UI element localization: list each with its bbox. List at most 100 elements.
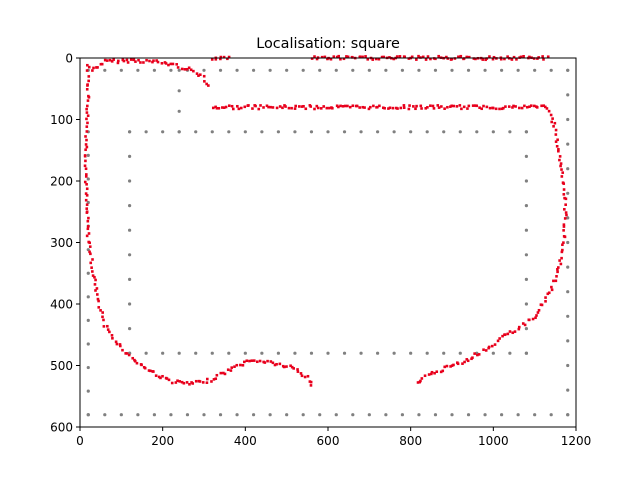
landmark-point bbox=[566, 142, 570, 146]
localisation-point bbox=[345, 55, 348, 58]
localisation-point bbox=[167, 63, 170, 67]
landmark-point bbox=[128, 179, 132, 183]
localisation-point bbox=[83, 164, 87, 168]
landmark-point bbox=[177, 351, 181, 355]
localisation-point bbox=[383, 106, 386, 110]
localisation-point bbox=[297, 105, 301, 108]
landmark-point bbox=[384, 413, 388, 417]
localisation-point bbox=[191, 382, 195, 385]
landmark-point bbox=[318, 413, 322, 417]
localisation-point bbox=[540, 104, 543, 108]
localisation-point bbox=[472, 57, 476, 60]
landmark-point bbox=[243, 351, 247, 355]
localisation-point bbox=[547, 291, 551, 295]
localisation-point bbox=[435, 370, 439, 373]
localisation-point bbox=[346, 55, 350, 59]
localisation-point bbox=[96, 66, 99, 69]
localisation-point bbox=[251, 107, 254, 110]
landmark-point bbox=[318, 68, 322, 72]
localisation-point bbox=[560, 256, 563, 260]
localisation-point bbox=[316, 106, 320, 110]
landmark-point bbox=[86, 153, 90, 157]
landmark-point bbox=[566, 290, 570, 294]
localisation-point bbox=[407, 57, 411, 60]
localisation-point bbox=[474, 57, 477, 61]
localisation-point bbox=[402, 104, 406, 107]
localisation-point bbox=[426, 55, 430, 58]
localisation-point bbox=[241, 363, 245, 367]
localisation-point bbox=[502, 106, 505, 110]
localisation-point bbox=[302, 104, 305, 108]
localisation-point bbox=[541, 55, 544, 58]
localisation-point bbox=[504, 105, 507, 108]
localisation-point bbox=[536, 311, 540, 314]
localisation-point bbox=[335, 55, 339, 59]
localisation-point bbox=[292, 367, 295, 370]
localisation-point bbox=[224, 105, 228, 109]
localisation-point bbox=[522, 54, 525, 58]
localisation-point bbox=[554, 128, 558, 132]
localisation-point bbox=[376, 105, 379, 109]
localisation-point bbox=[85, 187, 89, 191]
landmark-point bbox=[524, 277, 529, 281]
localisation-point bbox=[85, 125, 89, 128]
localisation-point bbox=[255, 360, 259, 364]
localisation-point bbox=[105, 59, 109, 62]
localisation-point bbox=[519, 55, 523, 59]
landmark-point bbox=[86, 248, 90, 252]
x-tick-label: 200 bbox=[151, 434, 174, 448]
localisation-point bbox=[90, 266, 93, 269]
localisation-point bbox=[110, 334, 114, 337]
landmark-point bbox=[152, 68, 156, 72]
localisation-point bbox=[555, 145, 559, 148]
localisation-point bbox=[259, 104, 262, 107]
landmark-point bbox=[417, 413, 421, 417]
landmark-point bbox=[86, 177, 90, 181]
localisation-point bbox=[552, 125, 555, 128]
landmark-point bbox=[326, 351, 330, 355]
localisation-point bbox=[533, 104, 536, 108]
localisation-point bbox=[481, 58, 485, 61]
localisation-point bbox=[89, 261, 93, 265]
x-tick-label: 400 bbox=[234, 434, 257, 448]
landmark-point bbox=[342, 130, 347, 134]
landmark-point bbox=[483, 413, 487, 417]
localisation-point bbox=[498, 337, 501, 340]
localisation-point bbox=[466, 359, 470, 363]
landmark-point bbox=[425, 130, 429, 134]
localisation-point bbox=[91, 274, 95, 277]
localisation-point bbox=[170, 381, 174, 385]
landmark-point bbox=[466, 68, 471, 72]
localisation-point bbox=[99, 62, 103, 66]
localisation-point bbox=[563, 235, 567, 239]
landmark-point bbox=[500, 413, 504, 417]
localisation-point bbox=[183, 68, 187, 71]
localisation-point bbox=[546, 292, 550, 296]
landmark-point bbox=[177, 109, 181, 113]
localisation-point bbox=[86, 104, 89, 108]
landmark-point bbox=[351, 413, 355, 417]
localisation-point bbox=[85, 138, 88, 142]
localisation-point bbox=[178, 380, 181, 383]
localisation-point bbox=[160, 61, 164, 65]
localisation-point bbox=[93, 283, 97, 286]
localisation-point bbox=[254, 104, 257, 108]
localisation-point bbox=[84, 192, 88, 195]
localisation-point bbox=[477, 353, 481, 356]
localisation-point bbox=[559, 164, 562, 168]
localisation-point bbox=[187, 66, 191, 70]
localisation-point bbox=[450, 364, 454, 367]
landmark-point bbox=[466, 413, 471, 417]
localisation-point bbox=[239, 363, 242, 367]
localisation-point bbox=[84, 135, 87, 138]
localisation-point bbox=[506, 55, 509, 58]
localisation-point bbox=[248, 359, 251, 363]
localisation-point bbox=[388, 106, 392, 110]
localisation-point bbox=[534, 316, 537, 320]
localisation-point bbox=[290, 365, 294, 369]
localisation-point bbox=[309, 105, 313, 108]
localisation-point bbox=[478, 106, 481, 110]
localisation-point bbox=[140, 363, 143, 367]
landmark-point bbox=[103, 68, 107, 72]
landmark-point bbox=[260, 130, 264, 134]
